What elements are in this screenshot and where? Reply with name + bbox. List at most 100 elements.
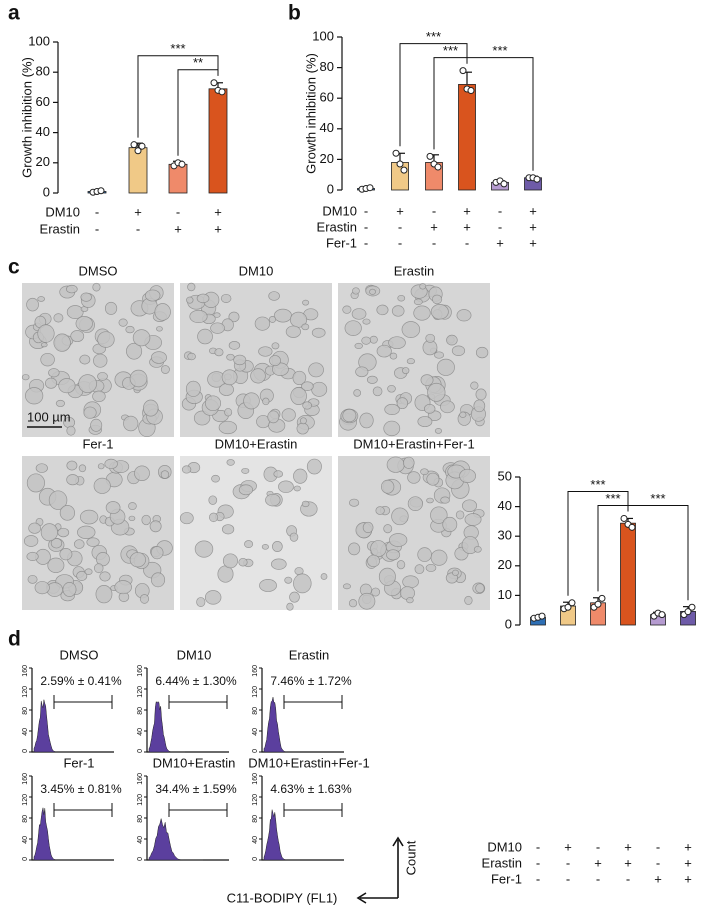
cell xyxy=(40,352,55,367)
cell xyxy=(238,484,254,496)
cell xyxy=(28,522,42,534)
flow-y-tick-label: 40 xyxy=(252,836,259,844)
significance-bracket xyxy=(466,57,534,171)
cell xyxy=(388,336,406,350)
cell xyxy=(66,474,80,486)
cell xyxy=(462,499,478,512)
flow-histogram xyxy=(33,807,70,861)
bar xyxy=(458,84,476,191)
data-point xyxy=(138,142,146,150)
cell xyxy=(425,563,437,572)
flow-histogram xyxy=(148,818,203,861)
condition-mark: + xyxy=(564,839,572,854)
cell xyxy=(105,501,121,515)
cell xyxy=(386,549,401,561)
cell xyxy=(83,406,97,419)
panel-label: d xyxy=(8,628,21,651)
cell xyxy=(50,537,63,549)
cell xyxy=(389,352,398,360)
data-point xyxy=(434,163,442,171)
cell xyxy=(211,474,220,483)
cell xyxy=(270,558,287,570)
cell xyxy=(459,411,467,418)
condition-mark: - xyxy=(364,203,368,218)
cell xyxy=(470,381,479,390)
y-tick-label: 40 xyxy=(36,124,50,139)
cell xyxy=(369,288,376,295)
cell xyxy=(407,496,423,511)
flow-y-tick-label: 160 xyxy=(252,665,259,677)
flow-y-tick-label: 40 xyxy=(22,728,29,736)
cell xyxy=(302,401,312,410)
cell xyxy=(213,312,221,318)
condition-mark: + xyxy=(214,221,222,236)
cell xyxy=(139,594,150,604)
condition-mark: + xyxy=(684,871,692,886)
y-axis-label: Growth inhibition (%) xyxy=(19,57,34,178)
cell xyxy=(361,336,371,345)
flow-title: DM10 xyxy=(177,647,212,662)
condition-mark: - xyxy=(596,871,600,886)
cell xyxy=(53,333,71,352)
cell xyxy=(399,586,416,600)
y-tick-label: 30 xyxy=(498,528,512,543)
condition-name: Erastin xyxy=(482,855,522,870)
cell xyxy=(37,324,55,343)
flow-y-tick-label: 120 xyxy=(137,794,144,806)
flow-y-tick-label: 40 xyxy=(252,728,259,736)
cell xyxy=(311,381,328,397)
cell xyxy=(397,294,406,302)
cell xyxy=(423,403,436,414)
data-point xyxy=(366,184,374,192)
cell xyxy=(293,485,301,492)
cell xyxy=(149,520,162,533)
condition-mark: - xyxy=(596,839,600,854)
cell xyxy=(367,554,381,568)
cell xyxy=(150,351,167,364)
cell xyxy=(233,354,247,366)
cell xyxy=(97,331,115,348)
cell xyxy=(226,459,235,466)
y-tick-label: 40 xyxy=(498,498,512,513)
cell xyxy=(296,422,309,435)
cell xyxy=(371,587,381,597)
condition-mark: + xyxy=(654,871,662,886)
cell xyxy=(86,537,100,547)
cell xyxy=(241,467,250,474)
cell xyxy=(455,510,465,520)
condition-mark: - xyxy=(432,235,436,250)
condition-mark: - xyxy=(465,235,469,250)
condition-mark: - xyxy=(626,871,630,886)
cell xyxy=(348,542,361,556)
condition-mark: + xyxy=(463,219,471,234)
cell xyxy=(254,316,271,331)
data-point xyxy=(594,600,602,608)
flow-y-tick-label: 40 xyxy=(137,836,144,844)
cell xyxy=(281,408,296,422)
cell xyxy=(205,395,222,412)
gate xyxy=(283,803,343,817)
cell xyxy=(48,490,68,510)
condition-mark: - xyxy=(566,855,570,870)
flow-y-tick-label: 80 xyxy=(22,707,29,715)
data-point xyxy=(500,180,508,188)
condition-mark: + xyxy=(529,203,537,218)
cell xyxy=(396,560,406,570)
significance-label: *** xyxy=(426,29,441,44)
condition-mark: + xyxy=(134,204,142,219)
condition-mark: - xyxy=(536,871,540,886)
condition-mark: - xyxy=(498,219,502,234)
cell xyxy=(70,330,85,343)
cell xyxy=(104,301,118,315)
cell xyxy=(150,572,166,588)
cell xyxy=(292,370,307,386)
cell xyxy=(420,468,429,476)
flow-histogram xyxy=(263,697,300,753)
cell xyxy=(26,297,39,312)
cell xyxy=(434,351,445,359)
cell xyxy=(342,305,352,314)
condition-mark: - xyxy=(176,204,180,219)
condition-name: Fer-1 xyxy=(326,235,357,250)
cell xyxy=(417,547,432,562)
cell xyxy=(132,329,151,347)
